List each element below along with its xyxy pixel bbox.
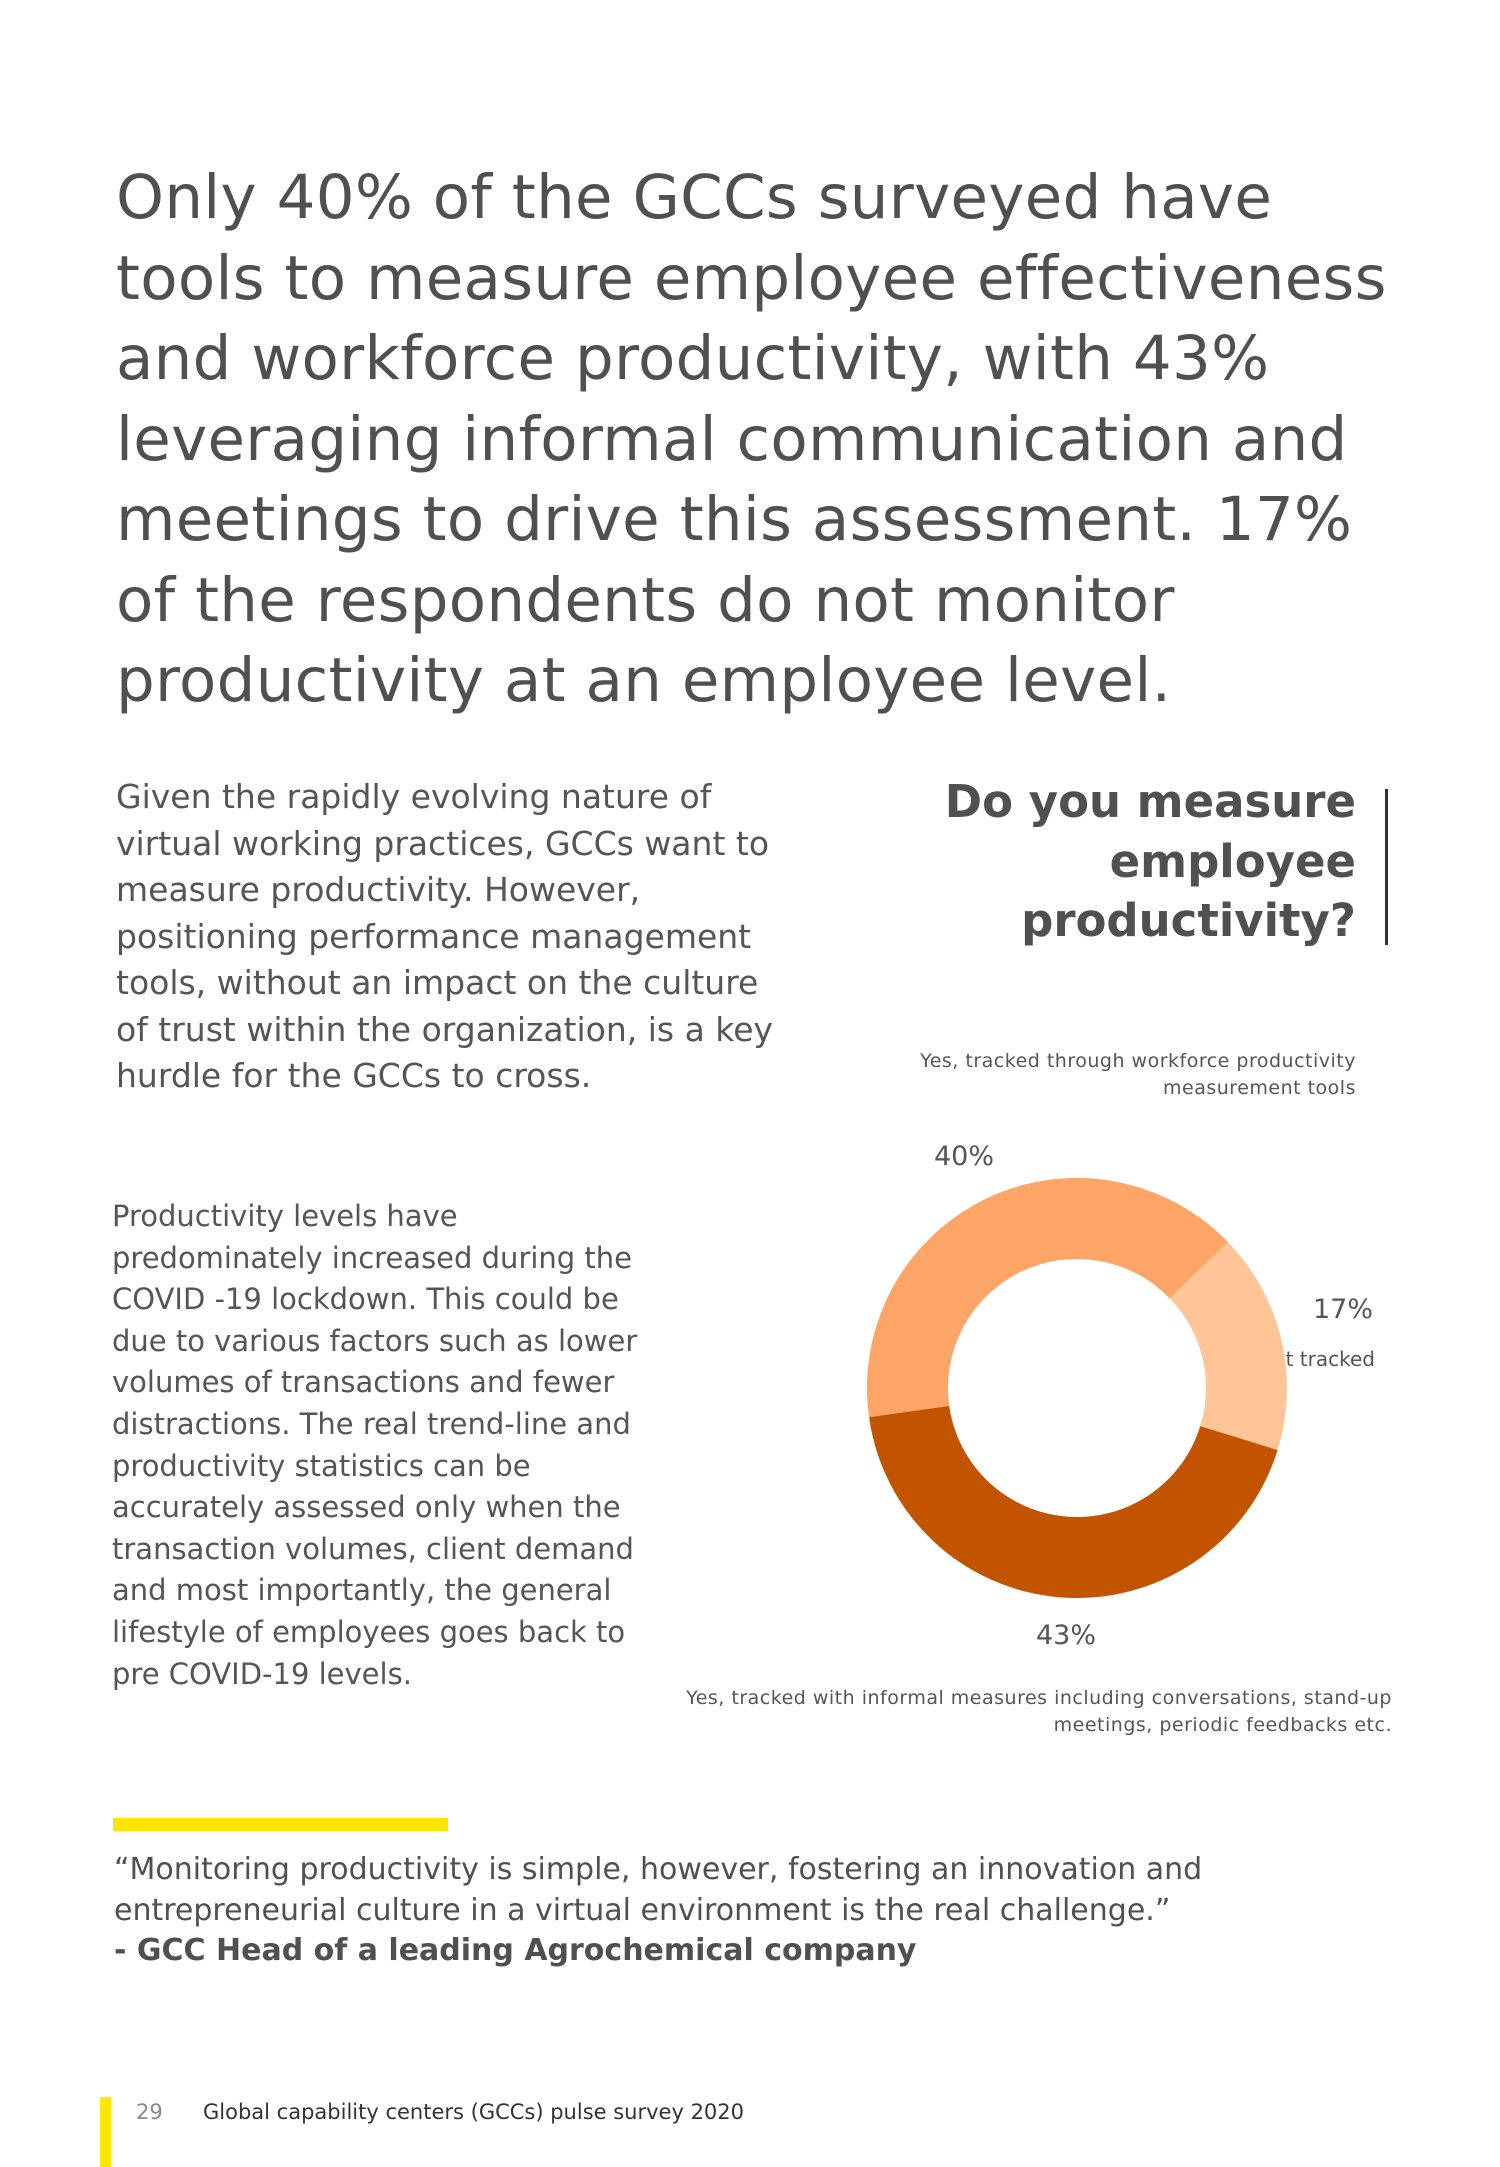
quote-text: “Monitoring productivity is simple, howe… xyxy=(114,1852,1203,1928)
data-label-43: 43% xyxy=(1036,1620,1097,1651)
legend-label-tools: Yes, tracked through workforce productiv… xyxy=(920,1050,1356,1099)
body-paragraph: Given the rapidly evolving nature of vir… xyxy=(116,777,774,1095)
data-label-17: 17% xyxy=(1313,1294,1374,1325)
body-paragraph: Productivity levels have predominately i… xyxy=(112,1199,638,1691)
footer-title: Global capability centers (GCCs) pulse s… xyxy=(203,2100,745,2124)
page-number: 29 xyxy=(136,2100,163,2124)
slice-informal xyxy=(869,1405,1278,1598)
headline: Only 40% of the GCCs surveyed have tools… xyxy=(116,162,1387,716)
chart-title: Do you measure employee productivity? xyxy=(944,775,1356,947)
donut-chart xyxy=(867,1178,1287,1598)
title-divider xyxy=(1385,789,1388,945)
quote-block: “Monitoring productivity is simple, howe… xyxy=(114,1850,1414,1972)
quote-accent-bar xyxy=(113,1818,448,1831)
legend-label-informal: Yes, tracked with informal measures incl… xyxy=(686,1687,1392,1736)
slice-tools xyxy=(867,1178,1229,1418)
footer-accent-bar xyxy=(100,2097,111,2167)
quote-attribution: - GCC Head of a leading Agrochemical com… xyxy=(114,1933,917,1968)
slice-not-tracked xyxy=(1169,1242,1287,1451)
data-label-40: 40% xyxy=(934,1141,995,1172)
